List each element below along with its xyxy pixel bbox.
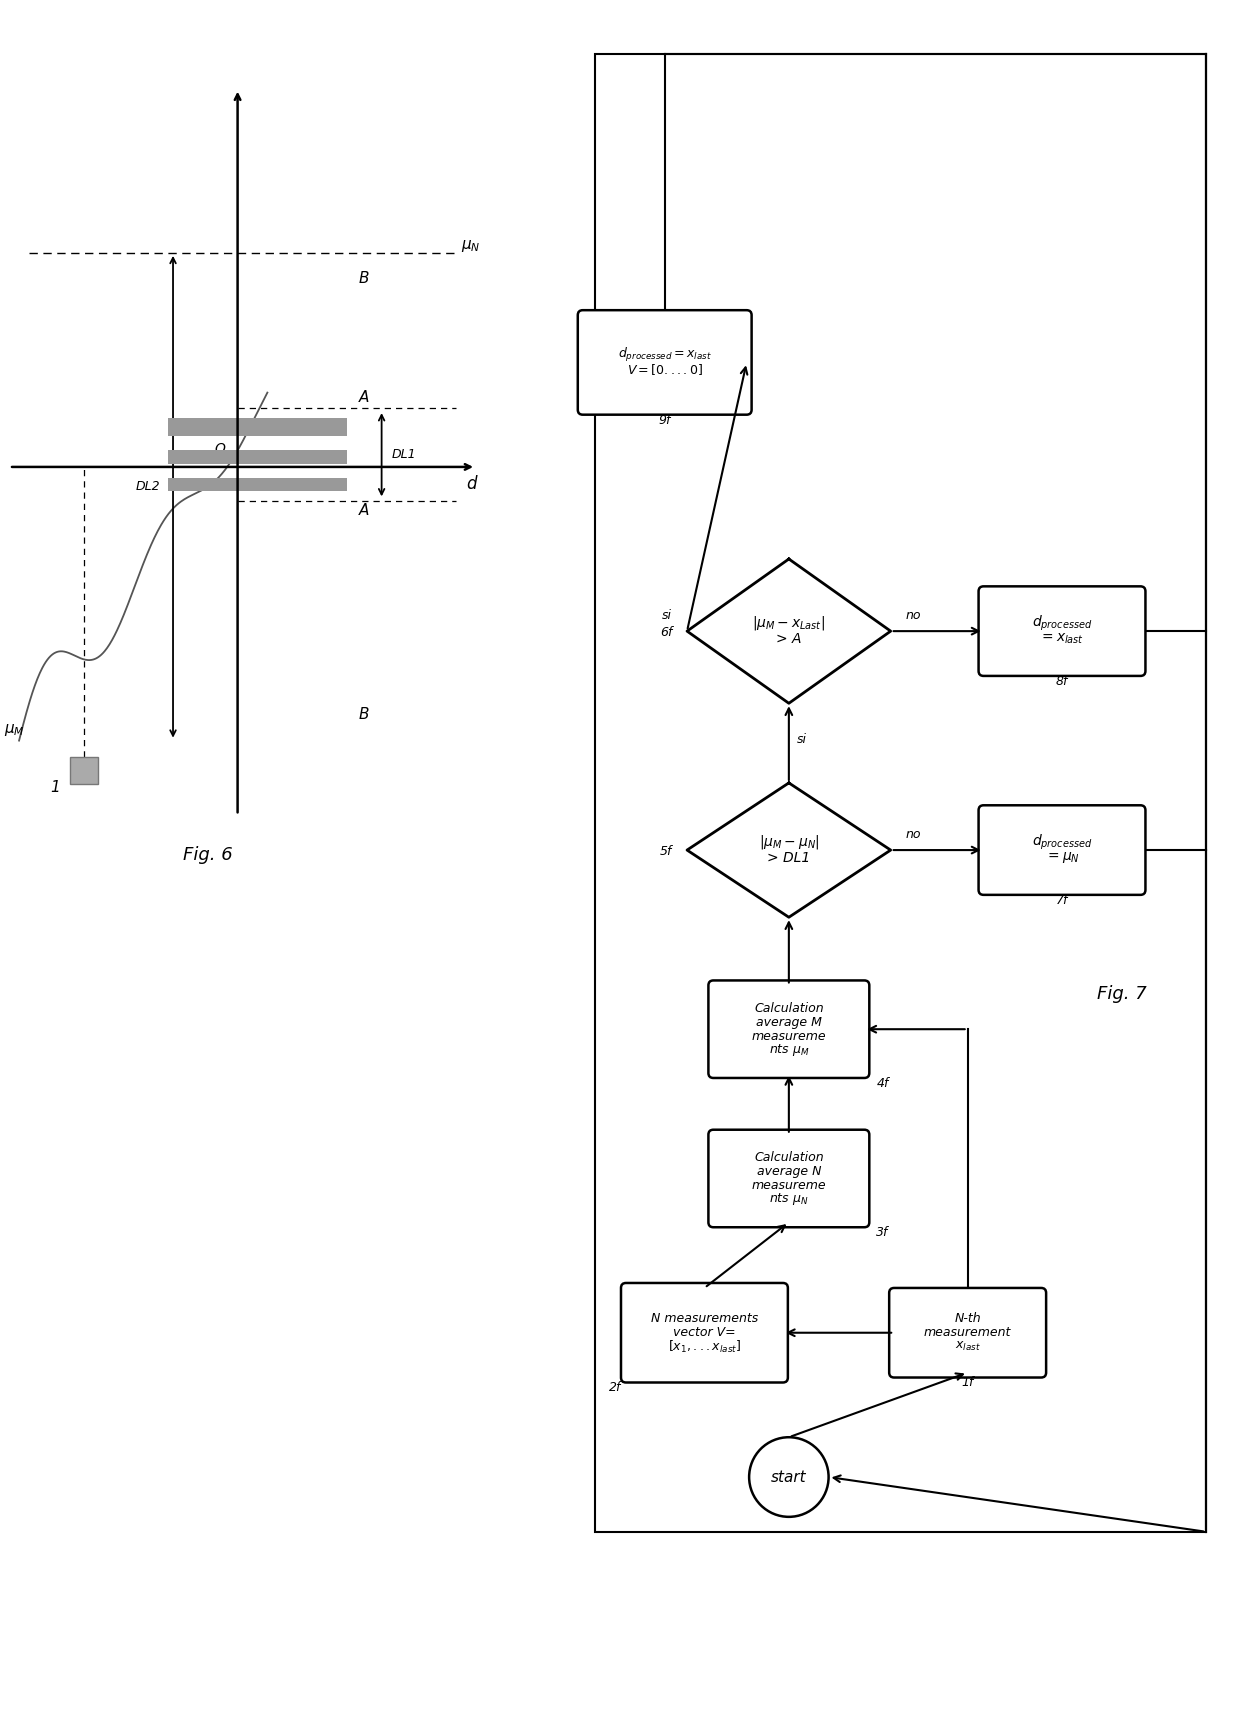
Text: 9f: 9f [658,413,671,427]
Text: 1: 1 [50,780,60,796]
Text: 4f: 4f [877,1078,889,1090]
Text: nts $\mu_N$: nts $\mu_N$ [769,1192,808,1208]
Bar [69,756,98,784]
Circle shape [749,1438,828,1517]
Bar [169,479,347,491]
Bar [595,54,1207,1531]
Text: $d_{processed}$: $d_{processed}$ [1032,614,1092,633]
Text: N-th: N-th [955,1313,981,1325]
Text: measureme: measureme [751,1178,826,1192]
Text: Fig. 7: Fig. 7 [1096,986,1147,1003]
FancyBboxPatch shape [708,1130,869,1227]
Bar [169,419,347,436]
Text: DL1: DL1 [392,448,417,462]
Text: $[x_1,...x_{last}]$: $[x_1,...x_{last}]$ [668,1339,742,1355]
Text: si: si [797,734,807,746]
FancyBboxPatch shape [708,981,869,1078]
Polygon shape [687,559,890,704]
Text: Calculation: Calculation [754,1002,823,1016]
Text: 6f: 6f [660,626,672,638]
Text: DL2: DL2 [135,481,160,493]
Text: average N: average N [756,1164,821,1178]
Text: > DL1: > DL1 [768,851,811,865]
Text: A: A [358,503,370,517]
Bar [169,450,347,464]
Text: $x_{last}$: $x_{last}$ [955,1341,981,1353]
Text: 5f: 5f [660,844,672,858]
Text: B: B [358,272,370,285]
Text: $V=[0....0]$: $V=[0....0]$ [626,362,703,377]
Text: A: A [358,391,370,405]
Text: Calculation: Calculation [754,1150,823,1164]
Text: 3f: 3f [877,1227,889,1239]
Text: $d_{processed}$: $d_{processed}$ [1032,832,1092,851]
Text: si: si [662,609,672,623]
FancyBboxPatch shape [889,1287,1047,1377]
Text: 1f: 1f [961,1377,973,1389]
Text: $= x_{last}$: $= x_{last}$ [1039,631,1085,645]
Text: $= \mu_N$: $= \mu_N$ [1044,849,1080,865]
FancyBboxPatch shape [978,804,1146,894]
Text: vector V=: vector V= [673,1327,735,1339]
Text: d: d [466,474,476,493]
Text: 2f: 2f [609,1382,621,1394]
Text: $|\mu_M - x_{Last}|$: $|\mu_M - x_{Last}|$ [753,614,826,633]
Text: nts $\mu_M$: nts $\mu_M$ [769,1041,810,1059]
Text: N measurements: N measurements [651,1313,758,1325]
Text: no: no [905,829,921,841]
FancyBboxPatch shape [978,586,1146,676]
Text: Fig. 6: Fig. 6 [184,846,233,863]
Text: $|\mu_M - \mu_N|$: $|\mu_M - \mu_N|$ [759,834,820,851]
Text: B: B [358,708,370,721]
Text: $\mu_M$: $\mu_M$ [4,721,25,737]
Text: O: O [215,441,226,457]
FancyBboxPatch shape [578,310,751,415]
Polygon shape [687,784,890,917]
Text: $\mu_N$: $\mu_N$ [461,239,481,254]
Text: 7f: 7f [1055,894,1068,907]
Text: measurement: measurement [924,1327,1012,1339]
Text: measureme: measureme [751,1029,826,1043]
FancyBboxPatch shape [621,1284,787,1382]
Text: 8f: 8f [1055,675,1068,689]
Text: > A: > A [776,631,801,645]
Text: $d_{processed} = x_{last}$: $d_{processed} = x_{last}$ [618,346,712,365]
Text: start: start [771,1469,807,1484]
Text: average M: average M [756,1016,822,1029]
Text: no: no [905,609,921,623]
